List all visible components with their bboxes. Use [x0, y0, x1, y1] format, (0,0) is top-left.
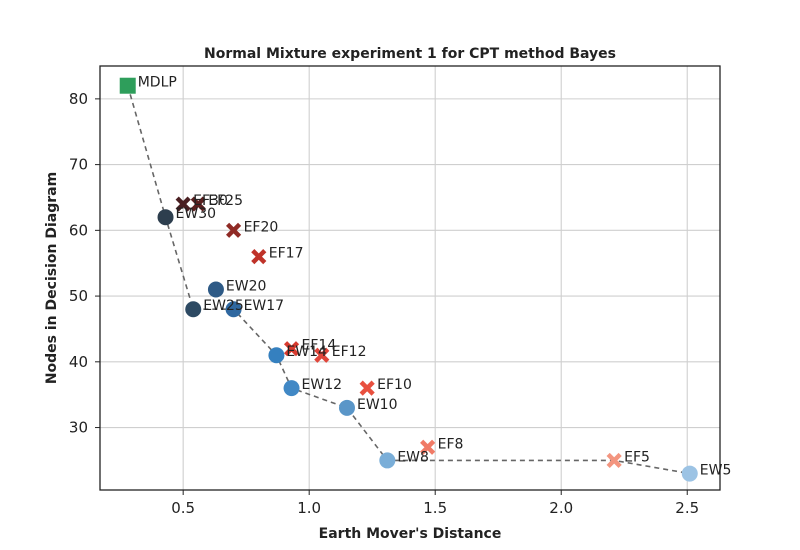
x-axis-ticks: 0.5 1.0 1.5 2.0 2.5 [171, 490, 699, 517]
point-ef10-marker [359, 380, 375, 396]
y-axis-ticks: 30 40 50 60 70 80 [69, 90, 100, 437]
pareto-line [126, 85, 690, 475]
point-ef12-label: EF12 [332, 344, 367, 360]
point-ef14-marker [283, 341, 300, 357]
grid [100, 66, 720, 490]
point-ef20-marker [225, 222, 242, 238]
point-ew5-label: EW5 [700, 463, 732, 479]
point-ef12-marker [314, 347, 330, 363]
point-ef30-label: EF30 [193, 193, 228, 209]
point-ew10-label: EW10 [357, 397, 398, 413]
y-tick-label: 30 [69, 419, 88, 437]
pareto-frontier [126, 85, 690, 475]
point-ef5-marker [606, 452, 622, 469]
point-ef25-marker [190, 196, 206, 212]
point-mdlp-label: MDLP [138, 75, 177, 91]
point-ef20-label: EF20 [244, 219, 279, 235]
point-ew25-marker [185, 301, 202, 318]
point-ef5-label: EF5 [624, 449, 650, 465]
y-tick-label: 80 [69, 90, 88, 108]
y-tick-label: 70 [69, 156, 88, 174]
point-ef10-label: EF10 [377, 377, 412, 393]
point-ef25-label: EF25 [208, 193, 243, 209]
point-ew20-label: EW20 [226, 279, 267, 295]
point-ew12-label: EW12 [302, 377, 343, 393]
point-mdlp-marker [119, 77, 136, 94]
chart-title: Normal Mixture experiment 1 for CPT meth… [204, 46, 616, 62]
y-tick-label: 50 [69, 287, 88, 305]
x-tick-label: 0.5 [171, 499, 195, 517]
point-ef17-marker [251, 249, 267, 265]
point-ew8-label: EW8 [397, 449, 429, 465]
point-ew5-marker [681, 465, 698, 482]
plot-frame [99, 65, 721, 491]
y-axis-label: Nodes in Decision Diagram [44, 172, 60, 384]
x-tick-label: 1.0 [297, 499, 321, 517]
point-ef30-marker [175, 196, 191, 212]
point-ew10-marker [338, 399, 355, 416]
point-ew8-marker [379, 452, 396, 469]
data-points [119, 77, 698, 482]
point-ew14-marker [268, 347, 285, 364]
point-ew30-label: EW30 [176, 206, 217, 222]
point-ew17-marker [225, 301, 242, 318]
point-ef8-marker [420, 439, 436, 455]
x-axis-label: Earth Mover's Distance [319, 526, 502, 542]
point-ew20-marker [207, 281, 224, 298]
point-ew30-marker [157, 209, 174, 226]
point-ef14-label: EF14 [302, 338, 337, 354]
point-ew14-label: EW14 [286, 344, 327, 360]
point-ew25-label: EW25 [203, 298, 244, 314]
point-ef17-label: EF17 [269, 246, 304, 262]
point-ew12-marker [283, 380, 300, 397]
point-ew17-label: EW17 [244, 298, 285, 314]
x-tick-label: 2.0 [549, 499, 573, 517]
x-tick-label: 1.5 [423, 499, 447, 517]
y-tick-label: 60 [69, 221, 88, 239]
point-ef8-label: EF8 [438, 436, 464, 452]
y-tick-label: 40 [69, 353, 88, 371]
x-tick-label: 2.5 [675, 499, 699, 517]
